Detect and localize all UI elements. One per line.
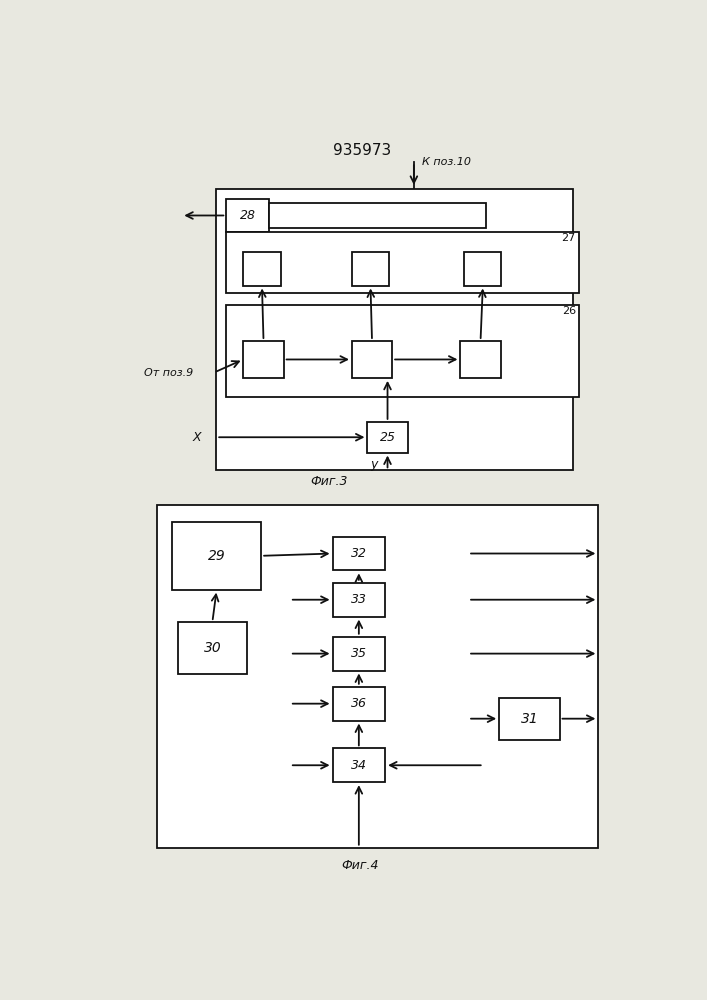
Bar: [172, 522, 261, 590]
Bar: [216, 189, 573, 470]
Text: 28: 28: [240, 209, 256, 222]
Bar: [332, 537, 385, 570]
Text: 935973: 935973: [333, 143, 391, 158]
Bar: [226, 232, 579, 293]
Text: X: X: [192, 431, 201, 444]
Bar: [332, 637, 385, 671]
Text: 26: 26: [562, 306, 575, 316]
Bar: [332, 687, 385, 721]
Bar: [332, 748, 385, 782]
Text: 31: 31: [520, 712, 538, 726]
Text: 29: 29: [208, 549, 226, 563]
Text: От поз.9: От поз.9: [144, 368, 194, 378]
Text: 25: 25: [380, 431, 395, 444]
Text: 36: 36: [351, 697, 367, 710]
Bar: [352, 341, 392, 378]
Bar: [243, 252, 281, 286]
Bar: [460, 341, 501, 378]
Bar: [368, 422, 408, 453]
Text: 33: 33: [351, 593, 367, 606]
Bar: [352, 252, 389, 286]
Text: 30: 30: [204, 641, 221, 655]
Bar: [177, 622, 247, 674]
Bar: [156, 505, 598, 848]
Text: 35: 35: [351, 647, 367, 660]
Text: 34: 34: [351, 759, 367, 772]
Text: К поз.10: К поз.10: [421, 157, 471, 167]
Text: 32: 32: [351, 547, 367, 560]
Bar: [269, 203, 486, 228]
Bar: [226, 199, 269, 232]
Bar: [464, 252, 501, 286]
Bar: [226, 305, 579, 397]
Bar: [243, 341, 284, 378]
Bar: [332, 583, 385, 617]
Text: 27: 27: [561, 233, 575, 243]
Text: Фиг.3: Фиг.3: [310, 475, 347, 488]
Bar: [499, 698, 559, 740]
Text: y: y: [370, 458, 378, 471]
Text: Фиг.4: Фиг.4: [341, 859, 378, 872]
